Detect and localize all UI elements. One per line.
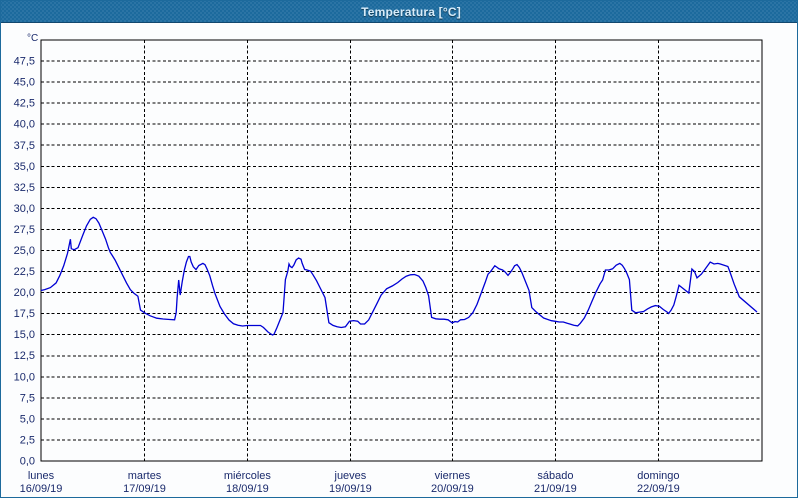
svg-text:10,0: 10,0 — [14, 371, 35, 383]
svg-text:18/09/19: 18/09/19 — [226, 483, 269, 495]
svg-text:40,0: 40,0 — [14, 119, 35, 131]
svg-text:2,5: 2,5 — [20, 434, 35, 446]
svg-text:°C: °C — [27, 33, 38, 44]
svg-text:27,5: 27,5 — [14, 224, 35, 236]
svg-text:0,0: 0,0 — [20, 456, 35, 468]
svg-text:25,0: 25,0 — [14, 245, 35, 257]
svg-text:domingo: domingo — [637, 470, 679, 482]
svg-text:22/09/19: 22/09/19 — [637, 483, 680, 495]
svg-text:19/09/19: 19/09/19 — [329, 483, 372, 495]
svg-text:21/09/19: 21/09/19 — [534, 483, 577, 495]
svg-text:viernes: viernes — [435, 470, 471, 482]
svg-text:17/09/19: 17/09/19 — [123, 483, 166, 495]
svg-text:martes: martes — [128, 470, 162, 482]
svg-text:16/09/19: 16/09/19 — [20, 483, 63, 495]
svg-text:30,0: 30,0 — [14, 203, 35, 215]
svg-text:jueves: jueves — [334, 470, 367, 482]
svg-text:17,5: 17,5 — [14, 308, 35, 320]
svg-text:45,0: 45,0 — [14, 77, 35, 89]
svg-text:12,5: 12,5 — [14, 350, 35, 362]
svg-text:22,5: 22,5 — [14, 266, 35, 278]
svg-text:20,0: 20,0 — [14, 287, 35, 299]
svg-text:37,5: 37,5 — [14, 140, 35, 152]
svg-text:35,0: 35,0 — [14, 161, 35, 173]
svg-text:42,5: 42,5 — [14, 98, 35, 110]
svg-text:32,5: 32,5 — [14, 182, 35, 194]
svg-text:5,0: 5,0 — [20, 413, 35, 425]
svg-text:7,5: 7,5 — [20, 392, 35, 404]
svg-text:47,5: 47,5 — [14, 56, 35, 68]
svg-text:lunes: lunes — [28, 470, 55, 482]
svg-text:15,0: 15,0 — [14, 329, 35, 341]
svg-text:20/09/19: 20/09/19 — [431, 483, 474, 495]
svg-text:sábado: sábado — [537, 470, 573, 482]
svg-text:miércoles: miércoles — [224, 470, 272, 482]
